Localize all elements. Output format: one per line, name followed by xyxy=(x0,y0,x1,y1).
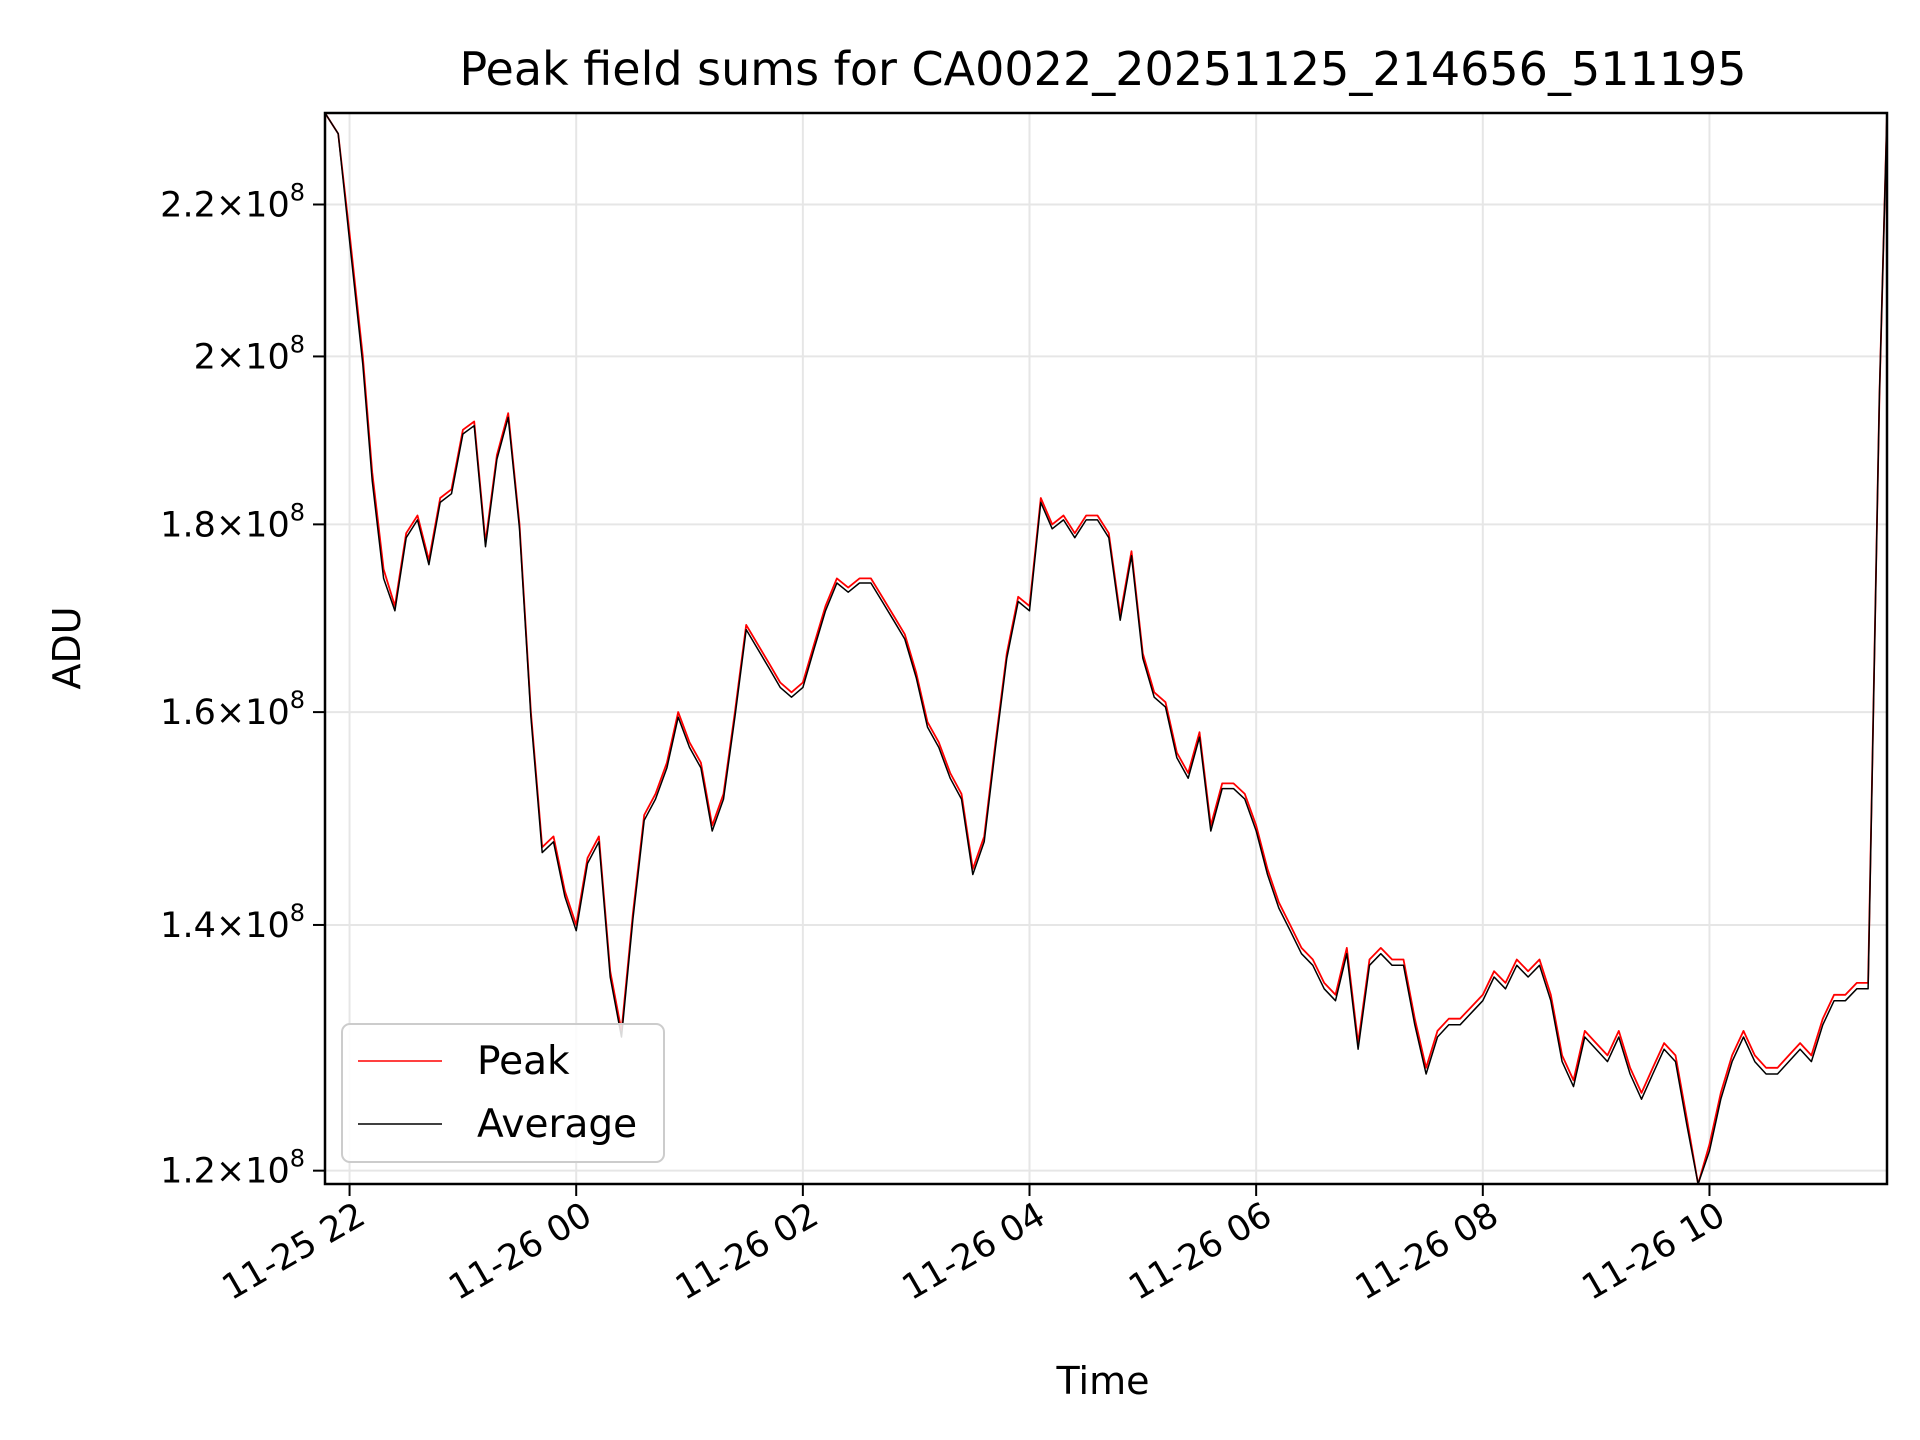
x-axis-label: Time xyxy=(1056,1359,1150,1403)
y-tick-times: × xyxy=(216,693,245,733)
series-line-peak xyxy=(325,113,1887,1184)
y-tick-exponent: 8 xyxy=(290,498,305,526)
y-tick-mantissa: 1.4 xyxy=(160,906,216,946)
legend-label-peak: Peak xyxy=(477,1039,570,1084)
y-tick-times: × xyxy=(216,906,245,946)
y-tick-times: × xyxy=(216,337,245,377)
legend: Peak Average xyxy=(341,1023,665,1163)
y-tick-times: × xyxy=(216,1152,245,1192)
y-tick-mantissa: 1.6 xyxy=(160,693,216,733)
y-tick-mantissa: 2 xyxy=(194,337,216,377)
y-tick-base: 10 xyxy=(245,505,290,545)
y-axis-label: ADU xyxy=(45,606,89,689)
y-tick-label: 1.8×108 xyxy=(160,498,305,545)
y-tick-exponent: 8 xyxy=(290,330,305,358)
y-tick-label: 2×108 xyxy=(194,330,305,377)
y-tick-label: 1.2×108 xyxy=(160,1145,305,1192)
y-tick-label: 1.4×108 xyxy=(160,899,305,946)
chart-title: Peak field sums for CA0022_20251125_2146… xyxy=(459,42,1746,96)
plot-frame xyxy=(323,111,1889,1186)
y-tick-base: 10 xyxy=(245,337,290,377)
y-tick-base: 10 xyxy=(245,906,290,946)
x-gridlines xyxy=(348,113,1711,1184)
legend-label-average: Average xyxy=(477,1102,637,1147)
y-tick-exponent: 8 xyxy=(290,899,305,927)
series-line-average xyxy=(325,113,1887,1184)
series-layer xyxy=(325,113,1887,1184)
y-tick-mantissa: 1.8 xyxy=(160,505,216,545)
y-gridlines xyxy=(325,203,1887,1172)
y-tick-times: × xyxy=(216,186,245,226)
y-tick-label: 2.2×108 xyxy=(160,179,305,226)
y-tick-exponent: 8 xyxy=(290,686,305,714)
y-tick-label: 1.6×108 xyxy=(160,686,305,733)
y-tick-base: 10 xyxy=(245,186,290,226)
y-tick-mantissa: 1.2 xyxy=(160,1152,216,1192)
y-tick-mantissa: 2.2 xyxy=(160,186,216,226)
y-tick-exponent: 8 xyxy=(290,1145,305,1173)
y-tick-times: × xyxy=(216,505,245,545)
legend-box xyxy=(341,1023,665,1163)
y-tick-base: 10 xyxy=(245,693,290,733)
y-tick-base: 10 xyxy=(245,1152,290,1192)
y-tick-exponent: 8 xyxy=(290,179,305,207)
